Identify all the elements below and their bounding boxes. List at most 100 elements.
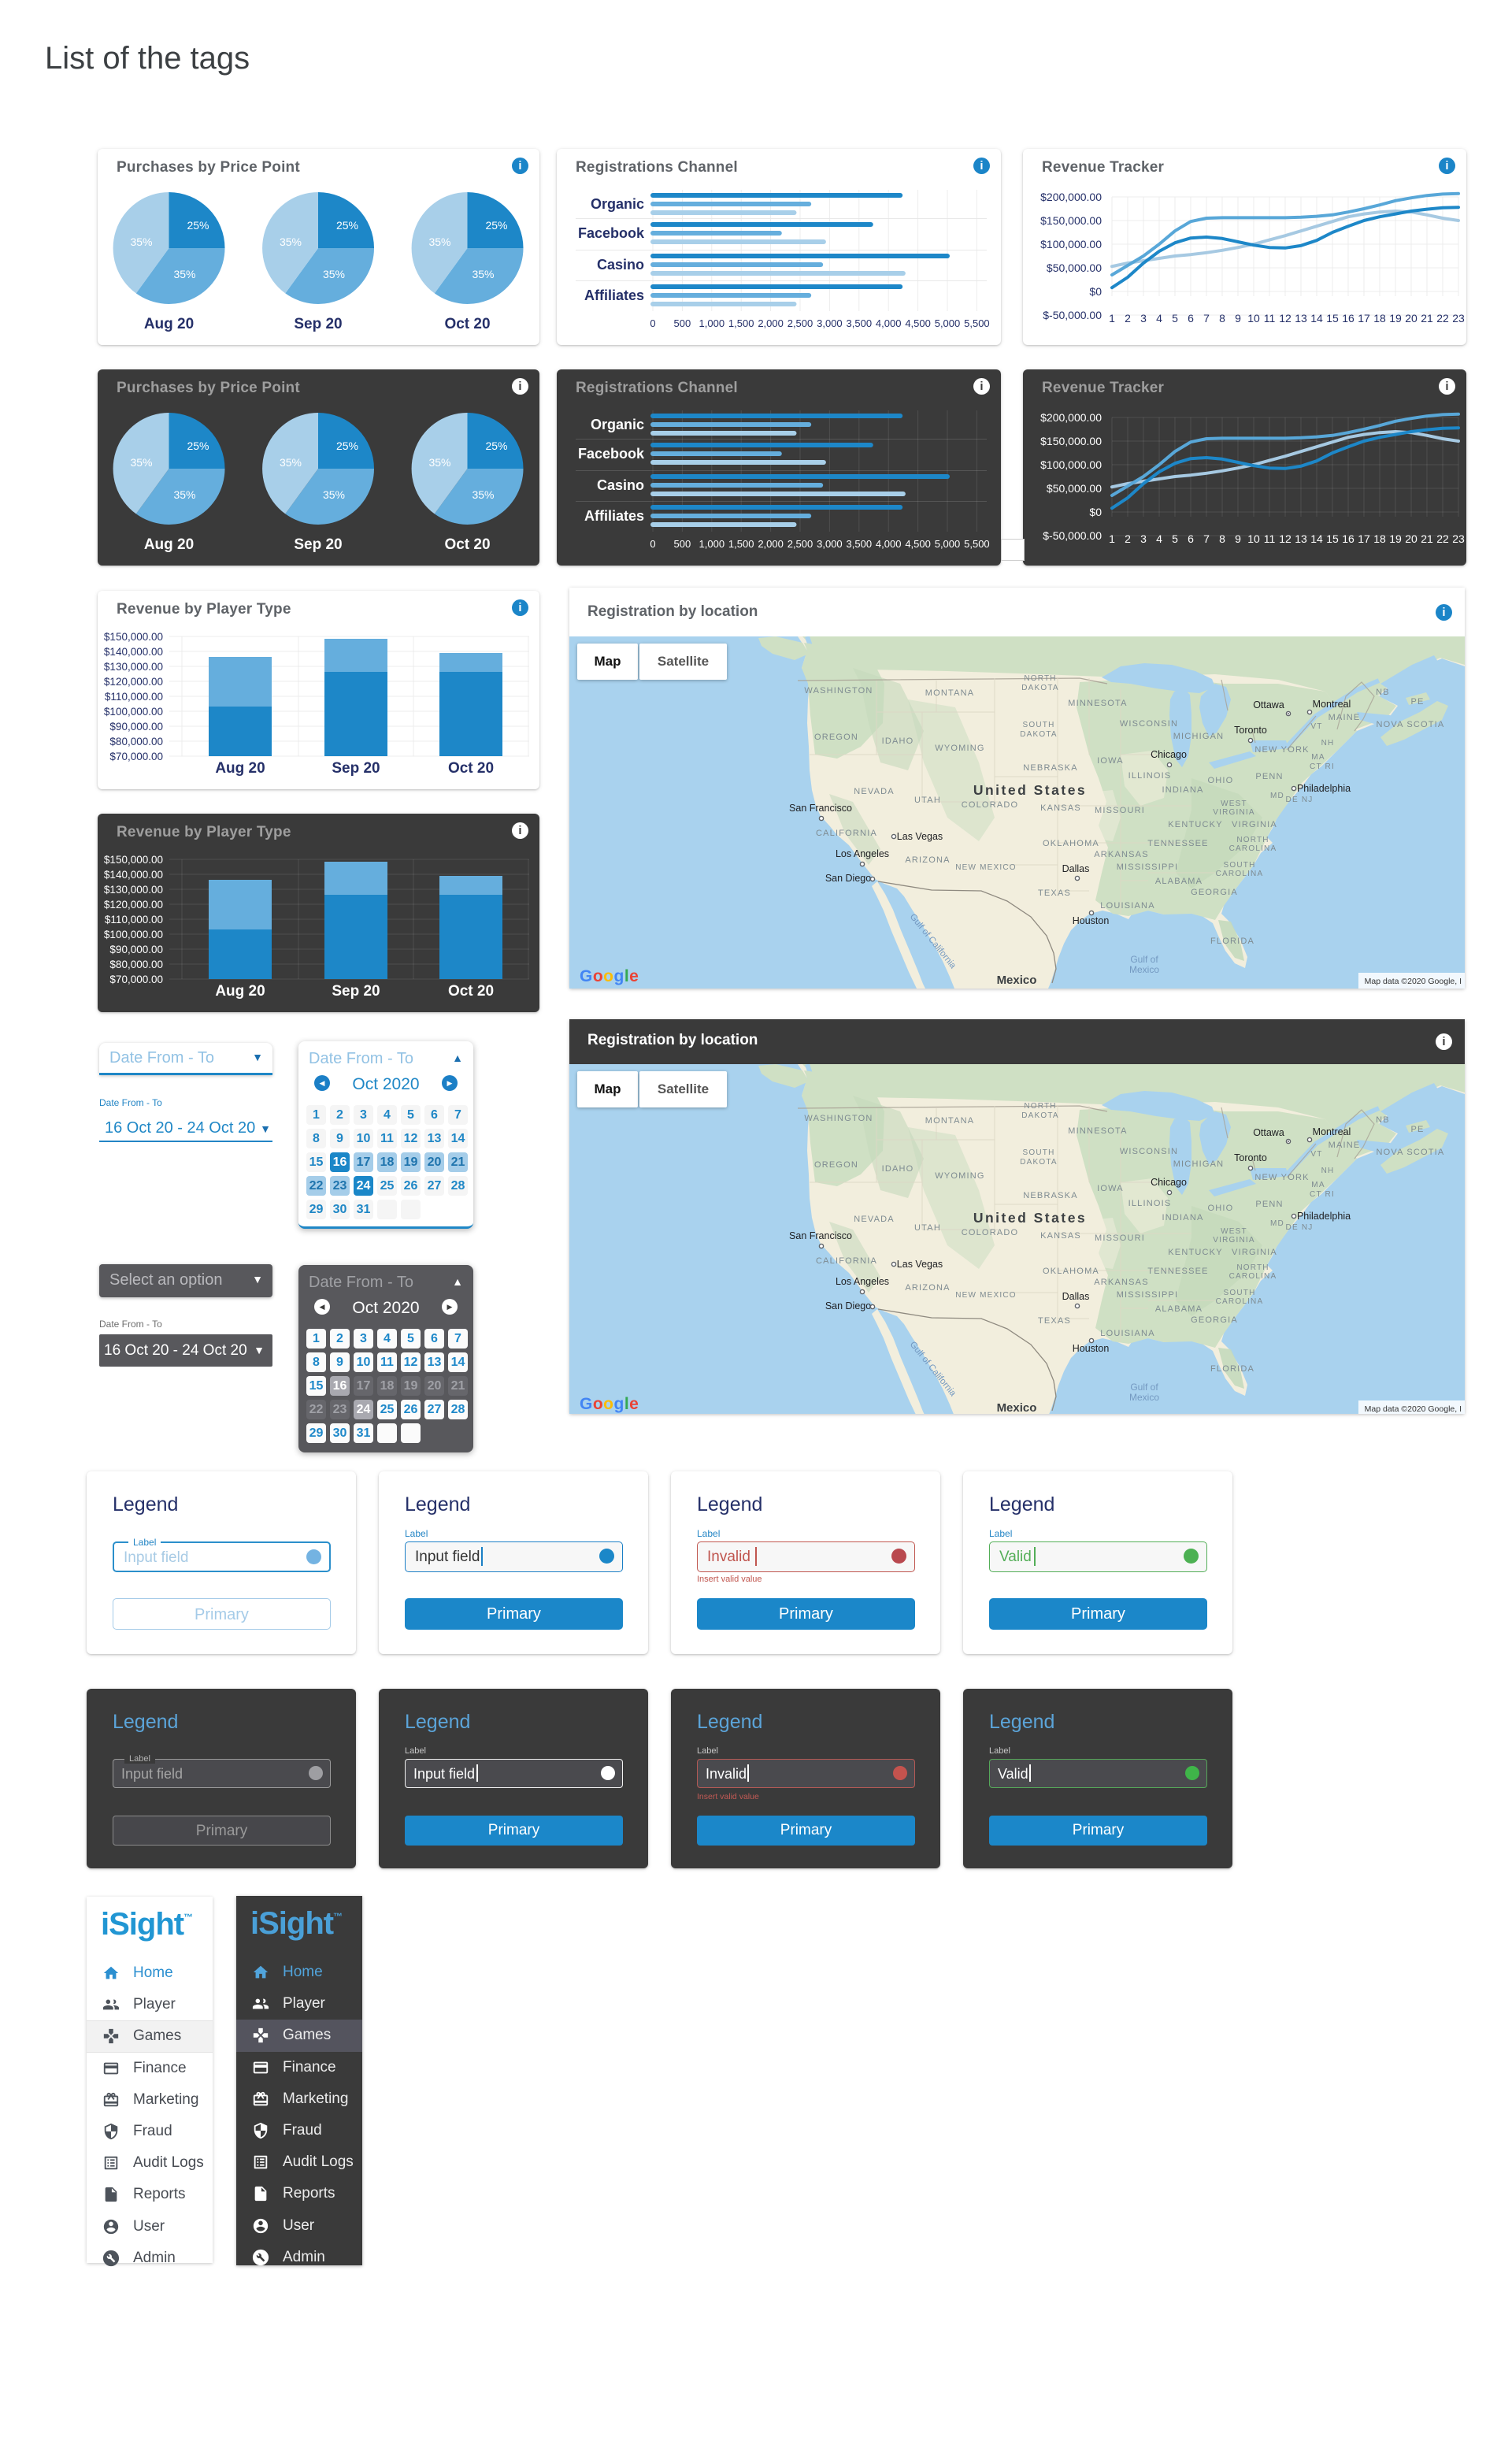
svg-text:12: 12: [1279, 312, 1292, 325]
svg-text:Oct 20: Oct 20: [448, 983, 494, 1000]
svg-text:6: 6: [1188, 312, 1194, 325]
svg-text:12: 12: [1279, 532, 1292, 545]
svg-text:$70,000.00: $70,000.00: [109, 974, 163, 985]
svg-text:$140,000.00: $140,000.00: [104, 869, 163, 881]
svg-text:25%: 25%: [187, 440, 209, 452]
svg-text:1: 1: [1109, 532, 1115, 545]
svg-text:Sep 20: Sep 20: [332, 760, 380, 777]
svg-text:14: 14: [1310, 312, 1323, 325]
svg-text:Affiliates: Affiliates: [584, 288, 644, 303]
svg-text:21: 21: [1421, 312, 1433, 325]
svg-text:6: 6: [1188, 532, 1194, 545]
svg-text:20: 20: [1405, 312, 1418, 325]
svg-text:2,000: 2,000: [758, 538, 784, 550]
svg-text:22: 22: [1436, 312, 1449, 325]
svg-text:4,500: 4,500: [905, 538, 931, 550]
svg-text:$150,000.00: $150,000.00: [1040, 214, 1102, 227]
svg-text:35%: 35%: [280, 456, 302, 469]
svg-text:500: 500: [674, 538, 691, 550]
svg-text:2,500: 2,500: [788, 538, 813, 550]
svg-text:$200,000.00: $200,000.00: [1040, 411, 1102, 424]
svg-text:5,000: 5,000: [935, 317, 961, 329]
svg-text:35%: 35%: [428, 236, 450, 248]
svg-text:3: 3: [1140, 312, 1147, 325]
svg-text:9: 9: [1235, 312, 1241, 325]
svg-text:4,500: 4,500: [905, 317, 931, 329]
svg-text:11: 11: [1264, 532, 1276, 545]
svg-text:17: 17: [1358, 312, 1370, 325]
svg-text:2: 2: [1125, 312, 1131, 325]
svg-text:$-50,000.00: $-50,000.00: [1043, 529, 1102, 542]
svg-text:$150,000.00: $150,000.00: [104, 631, 163, 643]
svg-text:14: 14: [1310, 532, 1323, 545]
svg-text:11: 11: [1264, 312, 1276, 325]
svg-text:25%: 25%: [336, 440, 358, 452]
svg-text:25%: 25%: [485, 440, 507, 452]
svg-text:1,500: 1,500: [728, 317, 754, 329]
svg-text:7: 7: [1203, 532, 1210, 545]
svg-text:4,000: 4,000: [876, 538, 902, 550]
svg-text:35%: 35%: [323, 268, 345, 280]
svg-text:35%: 35%: [130, 236, 152, 248]
svg-text:4: 4: [1156, 312, 1162, 325]
svg-text:Organic: Organic: [591, 417, 644, 432]
svg-text:$80,000.00: $80,000.00: [109, 959, 163, 970]
svg-text:Sep 20: Sep 20: [332, 983, 380, 1000]
svg-text:23: 23: [1452, 532, 1465, 545]
svg-text:Affiliates: Affiliates: [584, 508, 644, 524]
svg-text:13: 13: [1295, 532, 1307, 545]
svg-text:5: 5: [1172, 312, 1178, 325]
svg-text:10: 10: [1247, 312, 1260, 325]
svg-text:13: 13: [1295, 312, 1307, 325]
svg-text:$110,000.00: $110,000.00: [105, 914, 163, 926]
svg-text:3,500: 3,500: [847, 538, 873, 550]
svg-text:Casino: Casino: [597, 477, 644, 493]
svg-text:$110,000.00: $110,000.00: [105, 691, 163, 703]
svg-text:35%: 35%: [472, 268, 494, 280]
svg-text:35%: 35%: [323, 488, 345, 501]
svg-text:$-50,000.00: $-50,000.00: [1043, 309, 1102, 321]
svg-text:0: 0: [650, 317, 655, 329]
svg-text:$150,000.00: $150,000.00: [104, 854, 163, 866]
svg-text:1: 1: [1109, 312, 1115, 325]
svg-text:3,500: 3,500: [847, 317, 873, 329]
svg-text:1,000: 1,000: [699, 317, 725, 329]
svg-text:17: 17: [1358, 532, 1370, 545]
svg-text:9: 9: [1235, 532, 1241, 545]
svg-text:22: 22: [1436, 532, 1449, 545]
svg-text:3: 3: [1140, 532, 1147, 545]
svg-text:$100,000.00: $100,000.00: [1040, 458, 1102, 471]
svg-text:Sep 20: Sep 20: [294, 316, 342, 332]
svg-text:19: 19: [1389, 312, 1402, 325]
svg-text:16: 16: [1342, 312, 1354, 325]
svg-text:10: 10: [1247, 532, 1260, 545]
svg-text:Aug 20: Aug 20: [144, 536, 194, 553]
svg-text:15: 15: [1326, 532, 1339, 545]
svg-text:$50,000.00: $50,000.00: [1047, 262, 1102, 274]
svg-text:19: 19: [1389, 532, 1402, 545]
svg-text:500: 500: [674, 317, 691, 329]
svg-text:$70,000.00: $70,000.00: [109, 751, 163, 762]
svg-text:25%: 25%: [336, 219, 358, 232]
svg-text:Organic: Organic: [591, 196, 644, 212]
svg-text:$80,000.00: $80,000.00: [109, 736, 163, 748]
svg-text:15: 15: [1326, 312, 1339, 325]
svg-text:21: 21: [1421, 532, 1433, 545]
svg-text:1,500: 1,500: [728, 538, 754, 550]
svg-text:8: 8: [1219, 532, 1225, 545]
svg-text:$140,000.00: $140,000.00: [104, 646, 163, 658]
svg-text:0: 0: [650, 538, 655, 550]
svg-text:$0: $0: [1089, 506, 1102, 518]
svg-text:$130,000.00: $130,000.00: [104, 884, 163, 896]
svg-text:$100,000.00: $100,000.00: [1040, 238, 1102, 250]
svg-text:$150,000.00: $150,000.00: [1040, 435, 1102, 447]
svg-text:$90,000.00: $90,000.00: [109, 721, 163, 733]
svg-text:$120,000.00: $120,000.00: [104, 899, 163, 911]
svg-text:18: 18: [1373, 532, 1386, 545]
svg-text:35%: 35%: [472, 488, 494, 501]
svg-text:5,000: 5,000: [935, 538, 961, 550]
svg-text:5,500: 5,500: [964, 317, 990, 329]
svg-text:$100,000.00: $100,000.00: [104, 929, 163, 940]
svg-text:16: 16: [1342, 532, 1354, 545]
svg-text:$90,000.00: $90,000.00: [109, 944, 163, 955]
